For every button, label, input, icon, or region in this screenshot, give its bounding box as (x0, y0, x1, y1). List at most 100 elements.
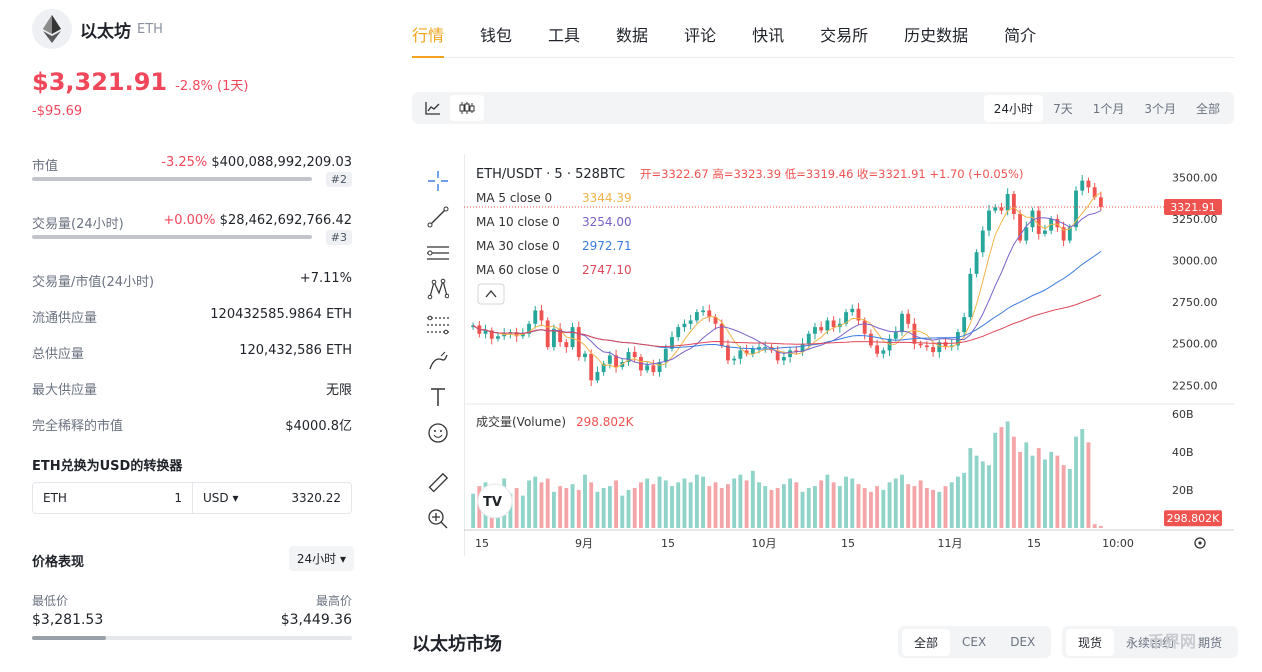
candle-body-31 (663, 348, 668, 363)
tab-7[interactable]: 历史数据 (904, 26, 969, 45)
candle-body-36 (694, 312, 699, 321)
range-0[interactable]: 24小时 (983, 95, 1044, 122)
ruler-icon[interactable] (425, 470, 451, 496)
last-price-label: 3321.91 (1170, 201, 1216, 214)
tab-2[interactable]: 工具 (548, 26, 581, 45)
candle-body-57 (825, 320, 830, 331)
high-price-value: $3,449.36 (280, 612, 352, 628)
market-type-2[interactable]: 期货 (1198, 635, 1223, 650)
y-tick-5: 2250.00 (1172, 379, 1218, 392)
exchange-filter-0[interactable]: 全部 (902, 628, 951, 656)
volume-bar-82 (980, 461, 985, 528)
tab-4[interactable]: 评论 (684, 26, 717, 45)
volume-bar-81 (974, 455, 979, 528)
volume-bar-76 (943, 486, 948, 528)
volume-bar-59 (837, 486, 842, 528)
candle-body-79 (962, 317, 967, 333)
volume-bar-37 (701, 476, 706, 528)
volume-bar-98 (1080, 429, 1085, 528)
fibonacci-icon[interactable] (425, 312, 451, 338)
crosshair-icon[interactable] (425, 168, 451, 194)
ma-line-30 (472, 250, 1102, 350)
market-cap-value: $400,088,992,209.03 (211, 155, 352, 170)
chart-settings-icon (1194, 537, 1206, 549)
candle-body-37 (701, 310, 706, 313)
volume-bar-75 (937, 491, 942, 528)
ohlc-readout: 开=3322.67 高=3323.39 低=3319.46 收=3321.91 … (640, 167, 1023, 181)
zoom-in-icon[interactable] (425, 506, 451, 532)
candle-body-9 (527, 323, 531, 334)
tab-1[interactable]: 钱包 (480, 26, 513, 45)
tab-0[interactable]: 行情 (412, 14, 445, 58)
volume-change: +0.00% (163, 213, 216, 228)
volume-bar-100 (1092, 524, 1097, 528)
converter-from-input[interactable]: ETH 1 (33, 483, 193, 513)
candle-body-19 (589, 353, 594, 381)
candle-body-72 (918, 343, 923, 346)
range-2[interactable]: 1个月 (1092, 102, 1125, 116)
candle-body-61 (850, 308, 855, 313)
volume-bar-61 (850, 478, 855, 528)
emoji-icon[interactable] (425, 420, 451, 446)
candlestick-chart[interactable]: 3500.00 3250.00 3000.00 2750.00 2500.00 2250.… (464, 154, 1234, 556)
candle-body-11 (539, 310, 544, 321)
converter-to-select[interactable]: USD ▾ 3320.22 (203, 491, 341, 505)
volume-bar-99 (1086, 442, 1091, 528)
volume-bar-33 (676, 482, 681, 528)
volume-bar-25 (626, 489, 631, 528)
exchange-filter-1[interactable]: CEX (962, 635, 987, 649)
volume-bar-55 (813, 486, 817, 528)
candle-body-41 (726, 345, 730, 361)
volume-bar-39 (713, 482, 718, 528)
y-tick-4: 2500.00 (1172, 338, 1218, 351)
tab-8[interactable]: 简介 (1004, 26, 1037, 45)
volume-bar-85 (999, 427, 1004, 528)
candle-body-101 (1098, 197, 1103, 207)
drawing-toolbar (412, 154, 462, 544)
candle-body-51 (788, 350, 793, 358)
performance-period-dropdown[interactable]: 24小时 ▾ (288, 546, 354, 571)
market-type-1[interactable]: 永续合约 (1126, 635, 1175, 650)
last-price-badge (1164, 198, 1222, 215)
trend-line-icon[interactable] (425, 204, 451, 230)
candle-body-97 (1074, 190, 1078, 228)
candle-body-40 (719, 323, 724, 346)
exchange-filter-2[interactable]: DEX (1010, 635, 1036, 649)
candle-body-62 (856, 308, 861, 321)
candle-body-28 (645, 365, 650, 371)
volume-bar-74 (931, 489, 935, 528)
text-tool-icon[interactable] (425, 384, 451, 410)
volume-bar-57 (825, 474, 830, 528)
candle-body-4 (496, 336, 500, 339)
volume-bar-94 (1055, 455, 1060, 528)
volume-bar-66 (881, 489, 886, 528)
volume-bar-10 (533, 476, 538, 528)
range-1[interactable]: 7天 (1053, 102, 1073, 116)
range-4[interactable]: 全部 (1195, 102, 1220, 116)
volume-bar-101 (1098, 526, 1103, 528)
volume-rank-badge: #3 (325, 230, 352, 245)
line-chart-icon[interactable] (416, 95, 450, 121)
tab-6[interactable]: 交易所 (820, 26, 869, 45)
candlestick-chart-icon[interactable] (450, 95, 484, 121)
candle-body-74 (931, 347, 935, 353)
y-tick-0: 3500.00 (1172, 171, 1218, 184)
candle-body-60 (844, 312, 848, 324)
market-type-0[interactable]: 现货 (1066, 628, 1115, 656)
volume-bar-67 (887, 482, 892, 528)
range-3[interactable]: 3个月 (1144, 102, 1176, 116)
horizontal-lines-icon[interactable] (425, 240, 451, 266)
candle-body-50 (781, 357, 786, 361)
market-cap-bar (32, 177, 312, 181)
candle-body-68 (893, 332, 898, 339)
candle-body-76 (943, 342, 948, 348)
brush-icon[interactable] (425, 348, 451, 374)
pattern-icon[interactable] (425, 276, 451, 302)
volume-bar-64 (868, 491, 873, 528)
candle-body-54 (806, 333, 811, 344)
price-chart-container: 3500.00 3250.00 3000.00 2750.00 2500.00 2250.… (412, 154, 1234, 556)
tab-3[interactable]: 数据 (616, 26, 649, 45)
candle-body-32 (670, 337, 674, 349)
tab-5[interactable]: 快讯 (752, 26, 785, 45)
volume-legend-value: 298.802K (576, 415, 635, 429)
